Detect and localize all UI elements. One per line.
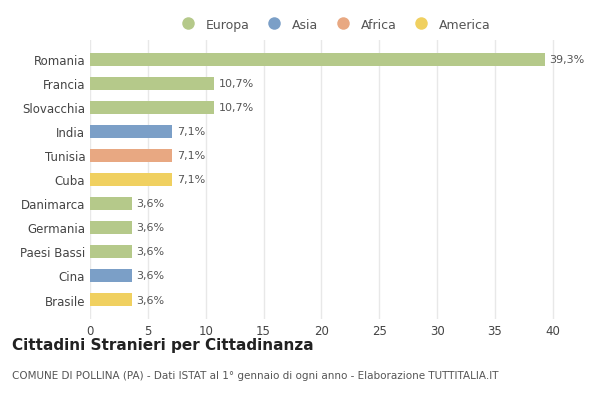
Bar (90, 78, 214, 91)
Bar (90, 54, 545, 67)
Text: 3,6%: 3,6% (136, 271, 164, 281)
Bar (90, 126, 172, 139)
Bar (90, 221, 131, 234)
Bar (90, 269, 131, 282)
Bar (90, 293, 131, 306)
Text: 7,1%: 7,1% (177, 151, 205, 161)
Text: 10,7%: 10,7% (218, 79, 254, 89)
Bar (90, 173, 172, 187)
Bar (90, 197, 131, 211)
Text: 7,1%: 7,1% (177, 175, 205, 185)
Text: 3,6%: 3,6% (136, 223, 164, 233)
Text: 7,1%: 7,1% (177, 127, 205, 137)
Text: 3,6%: 3,6% (136, 199, 164, 209)
Bar (90, 149, 172, 163)
Bar (90, 101, 214, 115)
Text: 3,6%: 3,6% (136, 295, 164, 305)
Text: 39,3%: 39,3% (550, 55, 584, 65)
Text: 10,7%: 10,7% (218, 103, 254, 113)
Text: 3,6%: 3,6% (136, 247, 164, 257)
Bar (90, 245, 131, 258)
Legend: Europa, Asia, Africa, America: Europa, Asia, Africa, America (170, 14, 496, 37)
Text: Cittadini Stranieri per Cittadinanza: Cittadini Stranieri per Cittadinanza (12, 337, 314, 353)
Text: COMUNE DI POLLINA (PA) - Dati ISTAT al 1° gennaio di ogni anno - Elaborazione TU: COMUNE DI POLLINA (PA) - Dati ISTAT al 1… (12, 370, 499, 380)
